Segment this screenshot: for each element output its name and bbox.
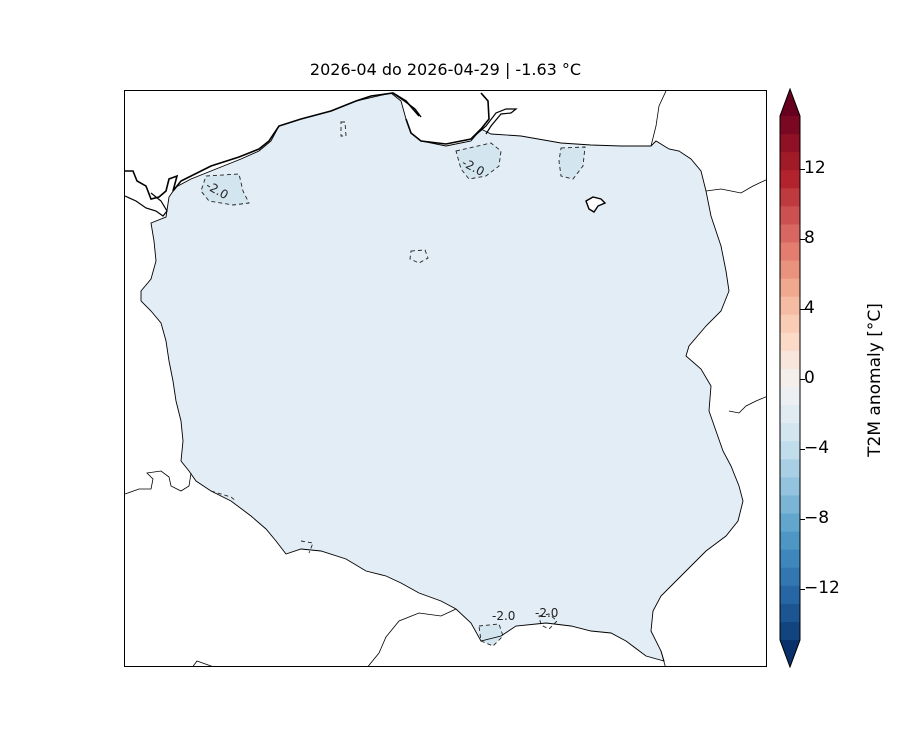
anomaly-patch-south — [479, 624, 503, 646]
map-canvas: -2.0 -2.0 -2.0 -2.0 — [125, 91, 766, 666]
colorbar-segment — [780, 531, 800, 551]
colorbar-segment — [780, 495, 800, 515]
colorbar-segment — [780, 387, 800, 406]
colorbar-segment — [780, 603, 800, 623]
colorbar-tick-label: 8 — [804, 228, 815, 248]
colorbar-extend-max — [780, 89, 800, 116]
szczecin-lagoon — [125, 192, 168, 217]
colorbar-segment — [780, 621, 800, 641]
colorbar-segment — [780, 441, 800, 460]
colorbar-tickmark — [800, 589, 805, 590]
colorbar-tickmark — [800, 449, 805, 450]
colorbar-label: T2M anomaly [°C] — [865, 303, 885, 457]
colorbar — [779, 88, 801, 668]
colorbar-segment — [780, 567, 800, 587]
colorbar-outline — [779, 88, 801, 668]
colorbar-segment — [780, 152, 800, 171]
colorbar-segment — [780, 260, 800, 280]
neighbour-borders — [125, 91, 766, 666]
poland-anomaly-fill — [141, 93, 743, 661]
colorbar-tick-label: −12 — [804, 578, 840, 598]
colorbar-segment — [780, 477, 800, 496]
colorbar-tick-label: 12 — [804, 158, 826, 178]
hel-peninsula — [392, 92, 422, 118]
vistula-lagoon — [470, 108, 518, 140]
map-title: 2026-04 do 2026-04-29 | -1.63 °C — [309, 60, 582, 79]
colorbar-tickmark — [800, 379, 805, 380]
anomaly-patch-gdansk — [456, 143, 501, 179]
contour-label: -2.0 — [492, 609, 515, 623]
colorbar-segment — [780, 188, 800, 207]
colorbar-segment — [780, 224, 800, 243]
colorbar-tickmark — [800, 309, 805, 310]
colorbar-segment — [780, 206, 800, 225]
colorbar-segment — [780, 134, 800, 153]
colorbar-segment — [780, 368, 800, 388]
colorbar-segment — [780, 116, 800, 135]
colorbar-tick-label: 4 — [804, 298, 815, 318]
colorbar-segment — [780, 423, 800, 442]
colorbar-extend-min — [780, 640, 800, 667]
colorbar-segment — [780, 242, 800, 262]
colorbar-segment — [780, 549, 800, 569]
colorbar-tickmark — [800, 519, 805, 520]
colorbar-tick-label: −4 — [804, 438, 830, 458]
colorbar-tickmark — [800, 239, 805, 240]
map-panel: -2.0 -2.0 -2.0 -2.0 — [124, 90, 767, 667]
colorbar-tick-label: 0 — [804, 368, 815, 388]
colorbar-segment — [780, 278, 800, 298]
colorbar-segment — [780, 296, 800, 316]
colorbar-segment — [780, 513, 800, 533]
colorbar-segment — [780, 405, 800, 424]
lake-northeast — [585, 196, 607, 213]
colorbar-segment — [780, 314, 800, 334]
colorbar-segment — [780, 459, 800, 478]
colorbar-tick-label: −8 — [804, 508, 830, 528]
colorbar-segment — [780, 585, 800, 605]
anomaly-patch-northeast — [559, 147, 585, 179]
colorbar-segment — [780, 350, 800, 370]
colorbar-segment — [780, 170, 800, 189]
contour-label: -2.0 — [535, 606, 558, 620]
colorbar-segment — [780, 332, 800, 352]
colorbar-tickmark — [800, 169, 805, 170]
anomaly-patch-northwest — [201, 174, 249, 205]
